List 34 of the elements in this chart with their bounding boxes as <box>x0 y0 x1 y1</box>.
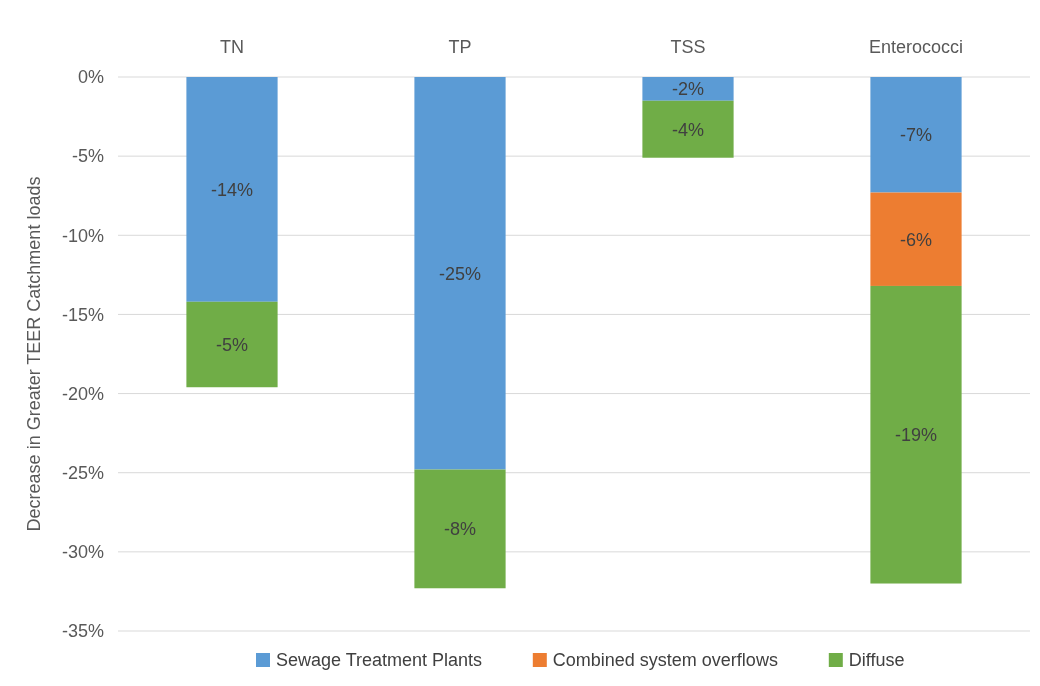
bar <box>870 192 962 286</box>
y-tick-label: -5% <box>71 146 104 167</box>
legend-label: Diffuse <box>848 650 905 671</box>
bar <box>870 285 962 584</box>
data-label: -6% <box>899 229 933 250</box>
data-label: -14% <box>210 179 254 200</box>
y-tick-label: -10% <box>61 225 104 246</box>
y-tick-label: -25% <box>61 463 104 484</box>
y-axis-title: Decrease in Greater TEER Catchment loads <box>24 176 44 532</box>
bar <box>186 77 278 302</box>
legend-label: Combined system overflows <box>552 650 778 671</box>
data-label: -25% <box>438 263 482 284</box>
y-tick-label: -20% <box>61 383 104 404</box>
bar <box>414 469 506 589</box>
data-label: -5% <box>215 334 249 355</box>
bar <box>186 301 278 388</box>
x-tick-label: Enterococci <box>868 37 964 58</box>
bar <box>642 77 734 101</box>
bar <box>870 77 962 193</box>
x-tick-label: TSS <box>670 37 706 58</box>
data-label: -2% <box>671 79 705 100</box>
x-tick-label: TN <box>220 37 244 58</box>
data-label: -8% <box>443 519 477 540</box>
y-tick-label: 0% <box>77 67 104 88</box>
legend-label: Sewage Treatment Plants <box>276 650 483 671</box>
x-tick-label: TP <box>448 37 472 58</box>
data-label: -19% <box>894 425 938 446</box>
y-tick-label: -15% <box>61 304 104 325</box>
bar <box>414 77 506 470</box>
y-tick-label: -35% <box>61 621 104 642</box>
bar <box>642 100 734 158</box>
y-tick-label: -30% <box>61 542 104 563</box>
data-label: -7% <box>899 125 933 146</box>
data-label: -4% <box>671 119 705 140</box>
